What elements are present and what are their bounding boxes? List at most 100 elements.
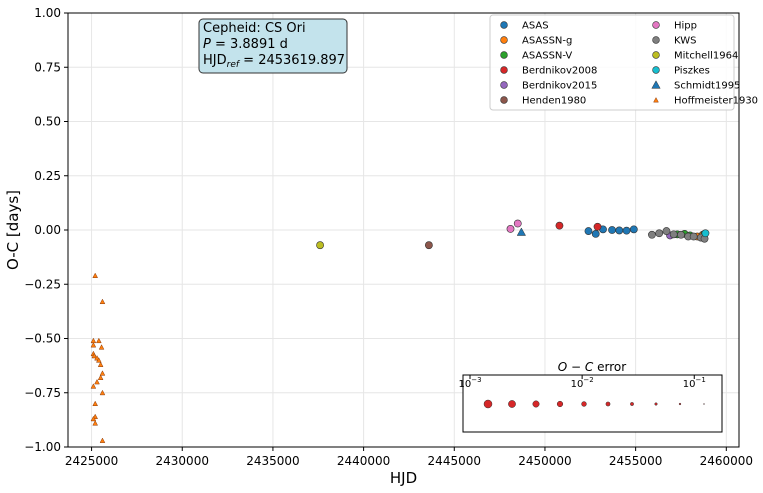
data-point: [555, 221, 564, 230]
data-point: [97, 361, 104, 367]
inset-error-marker: [532, 400, 540, 408]
data-point: [96, 337, 102, 344]
data-point: [99, 389, 106, 396]
legend-label: Hoffmeister1930: [674, 96, 758, 107]
x-tick-label: 2425000: [65, 454, 118, 468]
data-point: [593, 222, 602, 231]
legend-marker: [500, 66, 508, 74]
inset-error-marker: [508, 400, 516, 408]
error-inset-frame: [462, 374, 723, 433]
data-point: [513, 219, 522, 228]
y-tick-label: −0.25: [24, 277, 61, 291]
error-inset: O − C error 10−3 10−2 10−1: [458, 360, 723, 433]
legend-marker: [500, 36, 508, 44]
legend-marker: [500, 81, 508, 89]
legend-frame: [489, 14, 735, 111]
inset-tick-label: 10−2: [571, 376, 594, 390]
x-tick-label: 2460000: [700, 454, 753, 468]
y-tick-label: 0.50: [34, 115, 61, 129]
data-point: [90, 383, 97, 389]
y-tick-label: −1.00: [24, 440, 61, 454]
data-point: [662, 227, 671, 235]
data-point: [516, 227, 527, 236]
y-tick-label: −0.75: [24, 386, 61, 400]
inset-error-marker: [483, 399, 493, 409]
y-tick-label: 0.00: [34, 223, 61, 237]
data-point: [655, 229, 664, 238]
info-reference-epoch: HJDref = 2453619.897: [203, 53, 345, 70]
legend-marker: [652, 66, 660, 74]
legend-marker: [500, 96, 508, 104]
legend-label: KWS: [674, 36, 696, 47]
legend-label: Schmidt1995: [674, 81, 740, 92]
x-tick-label: 2435000: [246, 454, 299, 468]
data-point: [99, 437, 106, 443]
legend-label: ASASSN-g: [522, 36, 572, 47]
data-point: [99, 298, 106, 305]
y-tick-label: −0.50: [24, 332, 61, 346]
legend-marker: [500, 51, 508, 59]
y-axis-label: O-C [days]: [4, 190, 22, 270]
info-period: P = 3.8891 d: [203, 37, 288, 52]
x-tick-label: 2455000: [609, 454, 662, 468]
data-point: [90, 342, 97, 348]
data-point: [669, 230, 678, 239]
inset-error-marker: [654, 402, 658, 406]
legend-label: Henden1980: [522, 96, 586, 107]
legend-marker: [652, 21, 660, 29]
y-tick-label: 0.75: [34, 60, 61, 74]
data-points: [90, 219, 710, 443]
inset-tick-label: 10−3: [458, 376, 481, 390]
data-point: [92, 420, 99, 426]
x-tick-label: 2430000: [156, 454, 209, 468]
legend-marker: [500, 21, 508, 29]
data-point: [608, 226, 616, 234]
data-point: [92, 272, 99, 278]
x-tick-label: 2445000: [428, 454, 481, 468]
data-point: [615, 226, 624, 235]
data-point: [677, 230, 685, 239]
data-point: [591, 230, 600, 238]
data-point: [701, 229, 710, 238]
legend-label: ASASSN-V: [522, 51, 572, 62]
data-point: [689, 232, 698, 241]
x-tick-label: 2450000: [518, 454, 571, 468]
legend-marker: [653, 97, 659, 103]
x-tick-label: 2440000: [337, 454, 390, 468]
legend-marker: [652, 51, 660, 59]
inset-error-marker: [678, 402, 682, 406]
data-point: [96, 357, 102, 363]
error-inset-title: O − C error: [558, 360, 626, 374]
info-cepheid-name: Cepheid: CS Ori: [203, 21, 306, 36]
inset-tick-label: 10−1: [683, 376, 706, 390]
inset-error-marker: [630, 402, 634, 406]
data-point: [90, 415, 97, 422]
info-box-background: [198, 18, 348, 74]
data-point: [99, 370, 106, 376]
inset-error-marker: [581, 401, 587, 407]
data-point: [97, 374, 104, 380]
y-tick-label: 1.00: [34, 6, 61, 20]
legend-marker: [652, 36, 660, 44]
legend-entries: ASAS ASASSN-g ASASSN-V Berdnikov2008 Berdnik…: [500, 21, 758, 107]
axis-ticks: 2425000 2430000 2435000 2440000 2445000 24500…: [24, 6, 753, 468]
data-point: [584, 227, 593, 235]
data-point: [622, 226, 631, 235]
data-point: [316, 241, 324, 250]
error-inset-content: 10−3 10−2 10−1: [458, 375, 706, 409]
inset-error-marker: [556, 400, 564, 408]
legend-label: Mitchell1964: [674, 51, 738, 62]
info-box: Cepheid: CS Ori P = 3.8891 d HJDref = 24…: [198, 18, 348, 74]
data-point: [424, 241, 433, 250]
legend-label: Hipp: [674, 21, 697, 32]
inset-error-marker: [703, 403, 705, 405]
data-point: [94, 378, 100, 385]
legend-label: Berdnikov2008: [522, 66, 597, 77]
legend-marker: [651, 80, 661, 89]
data-point: [648, 230, 656, 239]
legend-label: Berdnikov2015: [522, 81, 597, 92]
inset-error-marker: [605, 401, 611, 407]
data-point: [629, 225, 638, 234]
legend-label: Piszkes: [674, 66, 710, 77]
